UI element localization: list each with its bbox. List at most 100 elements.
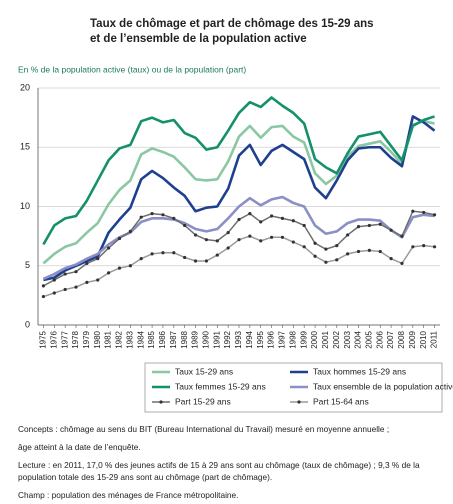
point-marker <box>400 234 404 238</box>
x-tick-label: 1980 <box>93 330 102 348</box>
series-line <box>42 96 435 246</box>
legend-marker <box>159 400 163 404</box>
x-tick-label: 1990 <box>202 330 211 348</box>
point-marker <box>313 241 317 245</box>
x-tick-label: 1978 <box>71 330 80 348</box>
y-tick-label: 20 <box>20 82 30 92</box>
legend-label: Taux 15-29 ans <box>175 366 233 376</box>
point-marker <box>367 248 371 252</box>
point-marker <box>172 251 176 255</box>
point-marker <box>302 223 306 228</box>
point-marker <box>237 238 241 242</box>
x-tick-label: 1997 <box>278 330 287 348</box>
legend-label: Part 15-29 ans <box>175 396 231 406</box>
x-tick-label: 2011 <box>430 330 439 348</box>
point-marker <box>302 245 306 249</box>
x-tick-label: 2006 <box>375 330 384 348</box>
point-marker <box>172 216 176 220</box>
point-marker <box>269 214 274 218</box>
point-marker <box>183 223 187 228</box>
note: Concepts : chômage au sens du BIT (Burea… <box>18 424 389 434</box>
point-marker <box>52 278 56 282</box>
legend-box <box>144 362 443 413</box>
note: âge atteint à la date de l’enquête. <box>18 442 141 452</box>
point-marker <box>259 239 263 243</box>
note: population totale des 15-29 ans sont au … <box>18 472 272 482</box>
point-marker <box>280 235 285 239</box>
point-marker <box>128 264 132 268</box>
x-tick-label: 1976 <box>49 330 58 348</box>
x-tick-label: 1991 <box>212 330 221 348</box>
point-marker <box>117 236 122 241</box>
point-marker <box>183 255 187 260</box>
x-tick-label: 2005 <box>364 330 373 348</box>
legend-marker <box>297 400 301 404</box>
point-marker <box>74 270 78 274</box>
x-tick-label: 1987 <box>169 330 178 348</box>
point-marker <box>193 233 198 237</box>
x-tick-label: 1977 <box>60 330 69 348</box>
point-marker <box>41 284 46 288</box>
y-tick-label: 0 <box>25 319 30 329</box>
x-tick-label: 1986 <box>158 330 167 348</box>
point-marker <box>432 245 437 249</box>
x-tick-label: 1992 <box>223 330 232 348</box>
point-marker <box>335 244 339 248</box>
point-marker <box>74 285 78 289</box>
point-marker <box>291 240 295 244</box>
point-marker <box>128 229 132 233</box>
point-marker <box>422 210 426 215</box>
x-tick-label: 2010 <box>419 330 428 348</box>
point-marker <box>367 223 371 228</box>
point-marker <box>237 217 241 222</box>
point-marker <box>411 209 415 213</box>
point-marker <box>248 212 252 216</box>
point-marker <box>139 257 143 261</box>
x-tick-label: 1985 <box>147 330 156 348</box>
point-marker <box>63 287 67 292</box>
x-tick-label: 2002 <box>332 330 341 348</box>
x-tick-label: 1994 <box>245 330 254 348</box>
x-tick-label: 1988 <box>180 330 189 348</box>
point-marker <box>139 215 143 219</box>
point-marker <box>346 233 350 237</box>
x-tick-label: 1983 <box>125 330 134 348</box>
point-marker <box>41 294 46 299</box>
legend-label: Taux femmes 15-29 ans <box>175 381 266 391</box>
note: Champ : population des ménages de France… <box>18 490 238 500</box>
point-marker <box>150 252 154 256</box>
x-tick-label: 1989 <box>191 330 200 348</box>
point-marker <box>259 220 263 224</box>
point-marker <box>52 291 56 295</box>
point-marker <box>226 230 230 235</box>
x-tick-label: 1998 <box>288 330 297 348</box>
x-tick-label: 1975 <box>39 330 48 348</box>
point-marker <box>150 212 154 216</box>
x-tick-label: 2008 <box>397 330 406 348</box>
point-marker <box>117 266 122 270</box>
point-marker <box>107 246 111 250</box>
point-marker <box>85 280 89 284</box>
point-marker <box>204 238 209 242</box>
x-tick-label: 1982 <box>115 330 124 348</box>
point-marker <box>85 261 89 265</box>
x-tick-label: 1995 <box>256 330 265 348</box>
point-marker <box>378 222 382 226</box>
note: Lecture : en 2011, 17,0 % des jeunes act… <box>18 460 420 470</box>
point-marker <box>335 258 339 262</box>
x-tick-label: 2001 <box>321 330 330 348</box>
x-tick-label: 1999 <box>299 330 308 348</box>
point-marker <box>378 249 382 254</box>
point-marker <box>291 219 295 223</box>
series-line <box>42 119 435 265</box>
point-marker <box>324 247 328 251</box>
series-line <box>43 115 436 282</box>
point-marker <box>96 278 100 282</box>
point-marker <box>204 259 209 263</box>
point-marker <box>63 272 67 276</box>
point-marker <box>324 260 328 264</box>
point-marker <box>193 259 198 263</box>
point-marker <box>161 213 165 217</box>
legend-label: Part 15-64 ans <box>313 396 369 406</box>
